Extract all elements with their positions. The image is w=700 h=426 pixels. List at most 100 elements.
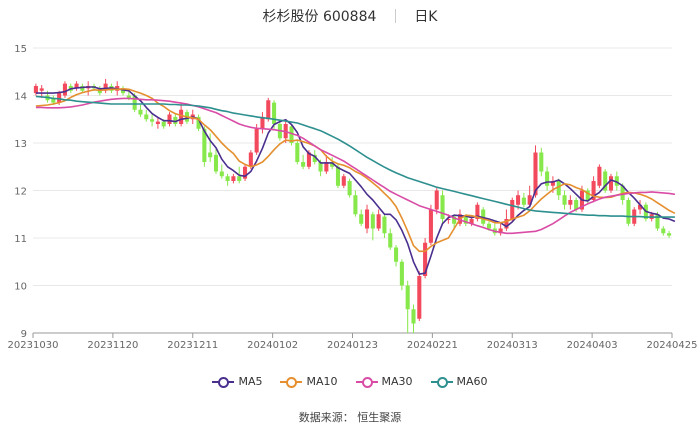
candle-body bbox=[417, 276, 422, 319]
candle-body bbox=[121, 88, 126, 94]
candle-body bbox=[440, 195, 445, 219]
candle-body bbox=[411, 309, 416, 324]
candle-body bbox=[335, 166, 341, 186]
candle-body bbox=[516, 195, 521, 205]
candle-body bbox=[179, 109, 184, 124]
candle-body bbox=[446, 219, 451, 220]
x-tick-label: 20240313 bbox=[487, 340, 538, 351]
candle-body bbox=[550, 181, 555, 186]
candle-body bbox=[202, 128, 207, 162]
candle-body bbox=[330, 162, 335, 167]
candle-body bbox=[359, 214, 364, 224]
candle-body bbox=[608, 176, 614, 191]
candle-body bbox=[521, 197, 526, 205]
candle-body bbox=[562, 195, 567, 205]
y-tick-label: 9 bbox=[21, 329, 27, 340]
candle-body bbox=[173, 116, 178, 124]
candle-body bbox=[33, 86, 38, 94]
legend-marker bbox=[280, 377, 303, 388]
candle-body bbox=[231, 176, 236, 181]
x-axis: 20231030 20231120 20231211 20240102 20240123… bbox=[8, 332, 697, 351]
candle-body bbox=[353, 195, 358, 215]
y-tick-label: 14 bbox=[14, 92, 27, 103]
candle-body bbox=[591, 181, 596, 200]
x-tick-label: 20231030 bbox=[8, 340, 59, 351]
ma-line-ma10 bbox=[35, 88, 676, 253]
candle-body bbox=[533, 152, 538, 196]
candle-body bbox=[219, 171, 224, 177]
candle-body bbox=[260, 116, 265, 129]
y-tick-label: 10 bbox=[14, 282, 27, 293]
candle-body bbox=[388, 233, 393, 248]
candle-body bbox=[539, 152, 544, 172]
candle-body bbox=[266, 100, 271, 120]
candle-body bbox=[213, 154, 219, 172]
legend-label: MA10 bbox=[306, 375, 338, 388]
legend: MA5 MA10 MA30 MA60 bbox=[0, 375, 700, 388]
ma-line-ma5 bbox=[35, 86, 676, 275]
legend-label: MA30 bbox=[381, 375, 413, 388]
candle-body bbox=[62, 83, 67, 96]
legend-marker bbox=[430, 377, 453, 388]
y-tick-label: 11 bbox=[14, 234, 27, 245]
candle-body bbox=[510, 200, 515, 219]
candle-body bbox=[481, 209, 486, 224]
candle-body bbox=[376, 214, 381, 229]
legend-item-ma30[interactable]: MA30 bbox=[355, 375, 413, 388]
y-axis: 15 14 13 12 11 10 9 bbox=[14, 44, 27, 340]
candle-body bbox=[545, 171, 550, 186]
candle-body bbox=[626, 200, 631, 224]
candle-body bbox=[208, 152, 213, 158]
candle-body bbox=[603, 171, 608, 191]
legend-item-ma60[interactable]: MA60 bbox=[430, 375, 488, 388]
candle-body bbox=[434, 190, 439, 210]
candle-body bbox=[655, 214, 660, 229]
candle-body bbox=[301, 162, 306, 167]
y-tick-label: 13 bbox=[14, 139, 27, 150]
y-tick-label: 15 bbox=[14, 44, 27, 55]
candle-body bbox=[248, 152, 253, 167]
candle-body bbox=[486, 223, 492, 229]
candle-body bbox=[155, 121, 160, 124]
candle-body bbox=[527, 195, 532, 205]
candle-body bbox=[382, 216, 387, 234]
legend-item-ma5[interactable]: MA5 bbox=[212, 375, 262, 388]
candle-body bbox=[132, 95, 137, 110]
candle-body bbox=[324, 162, 329, 172]
candle-body bbox=[399, 261, 404, 286]
candle-body bbox=[39, 88, 44, 91]
chart-title: 杉杉股份 600884 日K bbox=[0, 6, 700, 26]
legend-dot bbox=[361, 377, 373, 388]
candle-body bbox=[498, 228, 503, 234]
candle-body bbox=[574, 200, 579, 210]
candle-body bbox=[74, 83, 79, 89]
candle-body bbox=[405, 285, 410, 310]
x-tick-label: 20240221 bbox=[407, 340, 458, 351]
candle-body bbox=[463, 216, 468, 224]
legend-label: MA60 bbox=[456, 375, 488, 388]
candle-body bbox=[126, 95, 131, 98]
legend-marker bbox=[355, 377, 378, 388]
candle-body bbox=[306, 152, 311, 167]
legend-label: MA5 bbox=[238, 375, 263, 388]
data-source: 数据来源： 恒生聚源 bbox=[298, 411, 402, 424]
candle-body bbox=[428, 209, 433, 243]
x-tick-label: 20240123 bbox=[327, 340, 378, 351]
x-tick-label: 20231211 bbox=[167, 340, 218, 351]
stock-name: 杉杉股份 bbox=[262, 9, 319, 25]
candle-body bbox=[51, 97, 56, 103]
candle-body bbox=[347, 181, 352, 196]
ma-lines bbox=[35, 86, 676, 275]
candle-body bbox=[585, 190, 590, 200]
candle-body bbox=[254, 128, 259, 153]
candle-body bbox=[103, 83, 108, 91]
stock-code: 600884 bbox=[322, 9, 377, 25]
candle-body bbox=[638, 204, 643, 210]
candle-body bbox=[80, 86, 85, 91]
legend-item-ma10[interactable]: MA10 bbox=[280, 375, 338, 388]
candle-body bbox=[138, 109, 143, 115]
candle-body bbox=[150, 119, 155, 122]
candle-body bbox=[667, 233, 672, 236]
candle-body bbox=[295, 143, 300, 162]
candle-body bbox=[394, 247, 399, 262]
